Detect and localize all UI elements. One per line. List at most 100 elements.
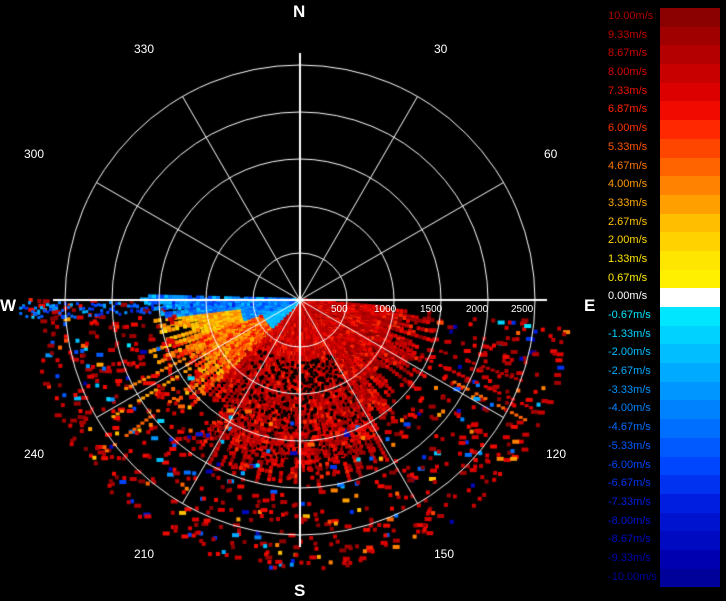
legend-swatch xyxy=(660,307,720,326)
angle-label-30: 30 xyxy=(434,42,448,56)
legend-label: -6.00m/s xyxy=(608,458,651,471)
range-label-1500: 1500 xyxy=(420,304,443,315)
legend-label: 0.67m/s xyxy=(608,271,648,284)
legend-row: -8.00m/s xyxy=(606,512,720,532)
legend-label: -4.67m/s xyxy=(608,421,651,434)
legend-label: 4.67m/s xyxy=(608,159,648,172)
compass-north-label: N xyxy=(293,2,306,21)
legend-swatch xyxy=(660,568,720,588)
legend-swatch xyxy=(660,157,720,177)
legend-swatch xyxy=(660,475,720,494)
legend-swatch xyxy=(660,363,720,382)
legend-row: -9.33m/s xyxy=(606,549,720,569)
legend-swatch xyxy=(660,8,720,27)
legend-row: -1.33m/s xyxy=(606,325,720,345)
legend-swatch xyxy=(660,512,720,532)
legend-row: -10.00m/s xyxy=(606,568,720,588)
legend-row: 8.67m/s xyxy=(606,45,720,65)
legend-label: -3.33m/s xyxy=(608,383,651,396)
legend-row: 10.00m/s xyxy=(606,8,720,27)
legend-swatch xyxy=(660,213,720,233)
legend-row: -4.67m/s xyxy=(606,419,720,438)
legend-swatch xyxy=(660,250,720,270)
legend-row: 1.33m/s xyxy=(606,250,720,270)
legend-row: -7.33m/s xyxy=(606,493,720,513)
legend-row: -2.00m/s xyxy=(606,344,720,364)
legend-label: 0.00m/s xyxy=(608,290,648,303)
legend-row: -8.67m/s xyxy=(606,531,720,550)
legend-row: 8.00m/s xyxy=(606,64,720,83)
legend-label: -8.67m/s xyxy=(608,533,651,546)
range-label-2000: 2000 xyxy=(466,304,489,315)
legend-label: 4.00m/s xyxy=(608,178,648,191)
legend-swatch xyxy=(660,269,720,289)
legend-label: 1.33m/s xyxy=(608,252,648,265)
angle-label-120: 120 xyxy=(546,447,567,461)
range-label-2500: 2500 xyxy=(511,304,534,315)
legend-swatch xyxy=(660,64,720,83)
legend-row: -4.00m/s xyxy=(606,400,720,420)
legend-swatch xyxy=(660,456,720,476)
angle-label-210: 210 xyxy=(134,547,155,561)
legend-label: 5.33m/s xyxy=(608,140,648,153)
legend-swatch xyxy=(660,82,720,102)
legend-label: 6.00m/s xyxy=(608,122,648,135)
legend-row: 4.67m/s xyxy=(606,157,720,177)
legend-row: 9.33m/s xyxy=(606,26,720,46)
legend-row: 6.00m/s xyxy=(606,120,720,139)
legend-row: 5.33m/s xyxy=(606,138,720,158)
legend-row: -6.00m/s xyxy=(606,456,720,476)
legend-label: -0.67m/s xyxy=(608,309,651,321)
legend-swatch xyxy=(660,549,720,569)
legend-swatch xyxy=(660,45,720,65)
legend-row: 0.67m/s xyxy=(606,269,720,289)
legend-swatch xyxy=(660,232,720,251)
legend-row: -6.67m/s xyxy=(606,475,720,494)
range-label-500: 500 xyxy=(331,304,348,315)
legend-swatch xyxy=(660,400,720,420)
legend-row: -3.33m/s xyxy=(606,381,720,401)
angle-label-330: 330 xyxy=(134,42,155,56)
legend-label: -2.00m/s xyxy=(608,346,651,359)
legend-label: -8.00m/s xyxy=(608,514,651,527)
legend-swatch xyxy=(660,176,720,195)
legend-swatch xyxy=(660,26,720,46)
compass-south-label: S xyxy=(294,581,306,600)
legend-swatch xyxy=(660,381,720,401)
legend-label: 6.87m/s xyxy=(608,103,648,116)
legend-label: -4.00m/s xyxy=(608,402,651,415)
legend-label: 10.00m/s xyxy=(608,10,654,22)
legend-row: 2.00m/s xyxy=(606,232,720,251)
legend-label: 8.67m/s xyxy=(608,47,648,60)
legend-row: -5.33m/s xyxy=(606,437,720,457)
legend-label: -2.67m/s xyxy=(608,365,651,378)
legend-swatch xyxy=(660,138,720,158)
legend-row: 6.87m/s xyxy=(606,101,720,121)
legend-label: 9.33m/s xyxy=(608,28,648,41)
legend-row: 0.00m/s xyxy=(606,288,720,307)
angle-label-150: 150 xyxy=(434,547,455,561)
legend-swatch xyxy=(660,493,720,513)
range-label-1000: 1000 xyxy=(374,304,397,315)
legend-swatch xyxy=(660,194,720,214)
legend-swatch xyxy=(660,120,720,139)
legend-label: 3.33m/s xyxy=(608,196,648,209)
angle-label-300: 300 xyxy=(24,147,45,161)
legend-swatch xyxy=(660,101,720,121)
legend-row: -2.67m/s xyxy=(606,363,720,382)
legend-label: -6.67m/s xyxy=(608,477,651,490)
legend-row: 4.00m/s xyxy=(606,176,720,195)
legend-label: -9.33m/s xyxy=(608,551,651,564)
velocity-color-legend: 10.00m/s 9.33m/s 8.67m/s 8.00m/s 7.33m/s 6.87… xyxy=(606,8,720,588)
legend-swatch xyxy=(660,344,720,364)
compass-east-label: E xyxy=(584,296,596,315)
legend-row: 2.67m/s xyxy=(606,213,720,233)
compass-west-label: W xyxy=(0,296,17,315)
angle-label-240: 240 xyxy=(24,447,45,461)
legend-swatch xyxy=(660,419,720,438)
legend-row: 7.33m/s xyxy=(606,82,720,102)
angle-label-60: 60 xyxy=(544,147,558,161)
legend-label: -5.33m/s xyxy=(608,439,651,452)
legend-row: 3.33m/s xyxy=(606,194,720,214)
legend-swatch xyxy=(660,531,720,550)
